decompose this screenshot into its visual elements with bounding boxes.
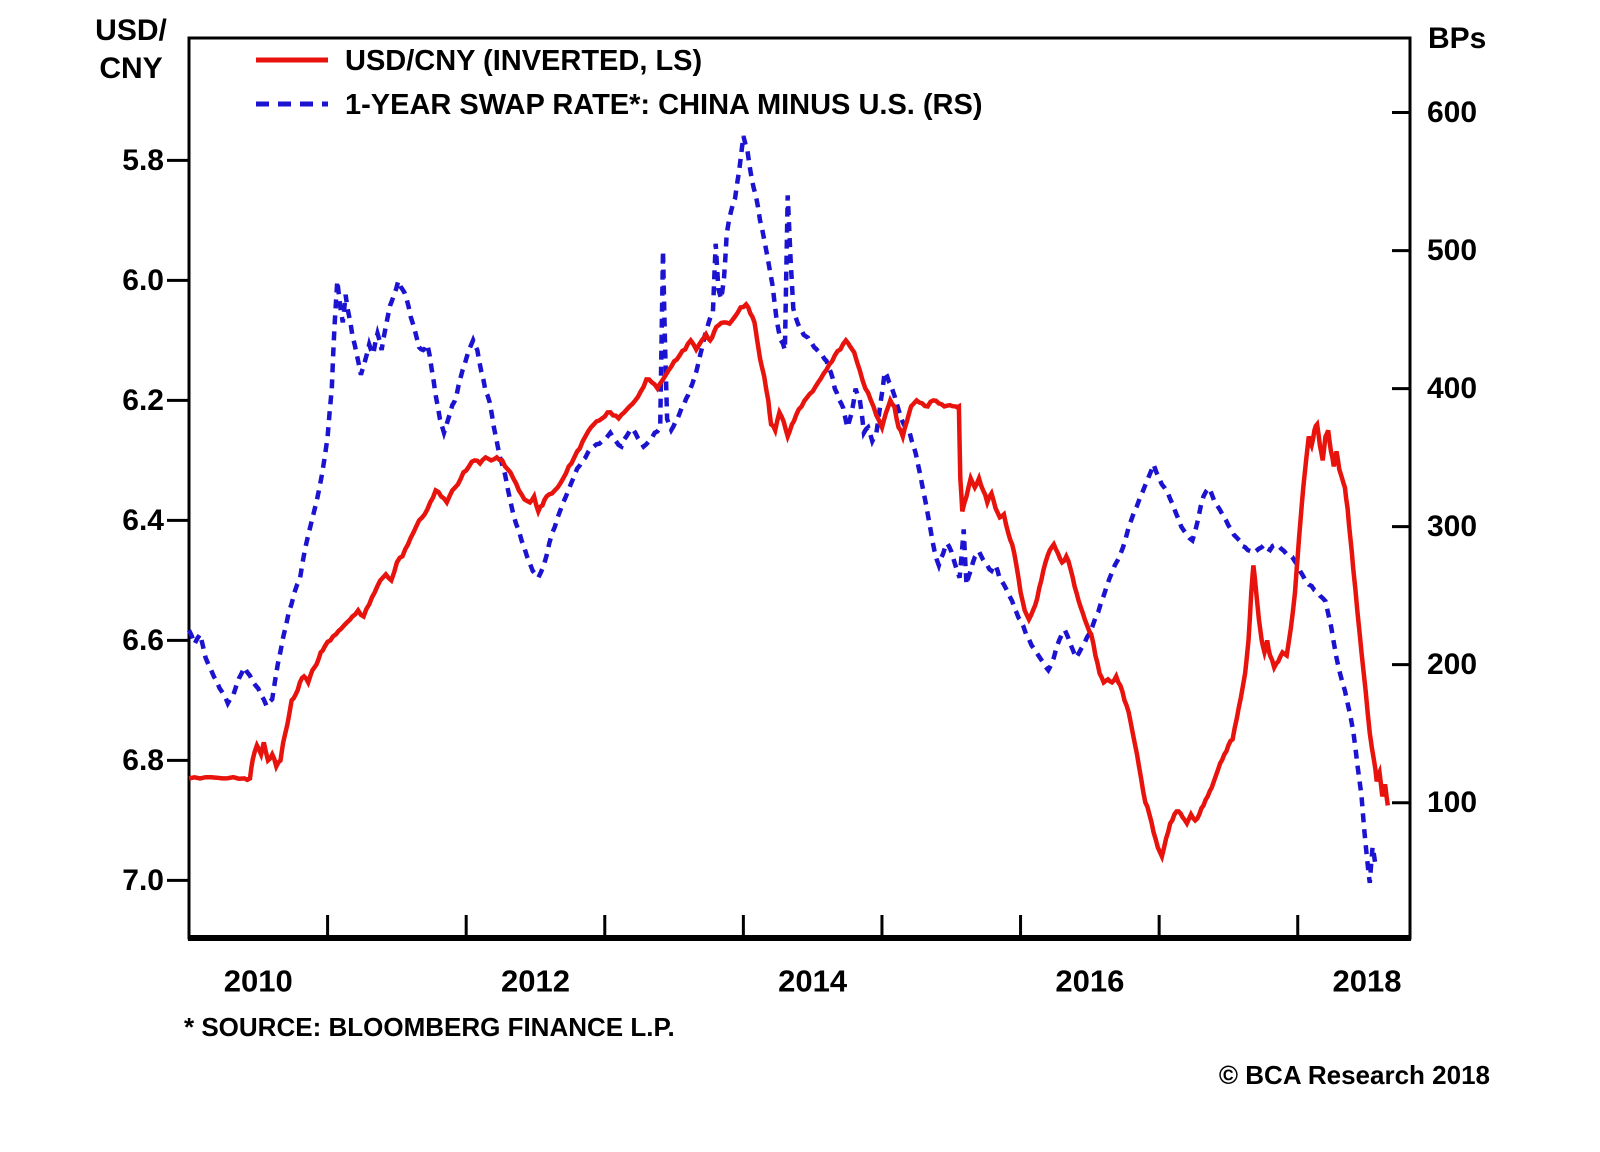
y-left-tick-label: 5.8	[122, 144, 164, 177]
left-axis-title-line1: USD/	[95, 14, 167, 47]
legend-label: 1-YEAR SWAP RATE*: CHINA MINUS U.S. (RS)	[345, 89, 983, 121]
y-left-tick-label: 6.2	[122, 384, 164, 417]
y-right-tick-label: 400	[1427, 372, 1477, 405]
x-tick-label: 2016	[1055, 964, 1124, 999]
y-right-tick-label: 300	[1427, 510, 1477, 543]
y-right-tick-label: 200	[1427, 648, 1477, 681]
source-note: * SOURCE: BLOOMBERG FINANCE L.P.	[184, 1012, 675, 1042]
plot-frame	[187, 36, 1412, 940]
y-left-tick-label: 6.6	[122, 624, 164, 657]
swap-rate-series-line	[186, 135, 1378, 884]
x-tick-label: 2018	[1333, 964, 1402, 999]
y-left-tick-label: 6.4	[122, 504, 164, 537]
right-axis-title: BPs	[1428, 22, 1487, 55]
x-tick-label: 2010	[224, 964, 293, 999]
x-tick-label: 2012	[501, 964, 570, 999]
y-left-tick-label: 6.0	[122, 264, 164, 297]
y-right-tick-label: 600	[1427, 96, 1477, 129]
legend-label: USD/CNY (INVERTED, LS)	[345, 45, 702, 77]
left-axis-title: USD/CNY	[86, 12, 176, 88]
y-left-tick-label: 7.0	[122, 864, 164, 897]
y-right-tick-label: 100	[1427, 786, 1477, 819]
x-tick-label: 2014	[778, 964, 848, 999]
left-axis-title-line2: CNY	[99, 52, 163, 85]
y-left-tick-label: 6.8	[122, 744, 164, 777]
y-right-tick-label: 500	[1427, 234, 1477, 267]
copyright-note: © BCA Research 2018	[1218, 1060, 1490, 1090]
usdcny-series-line	[188, 300, 1391, 864]
